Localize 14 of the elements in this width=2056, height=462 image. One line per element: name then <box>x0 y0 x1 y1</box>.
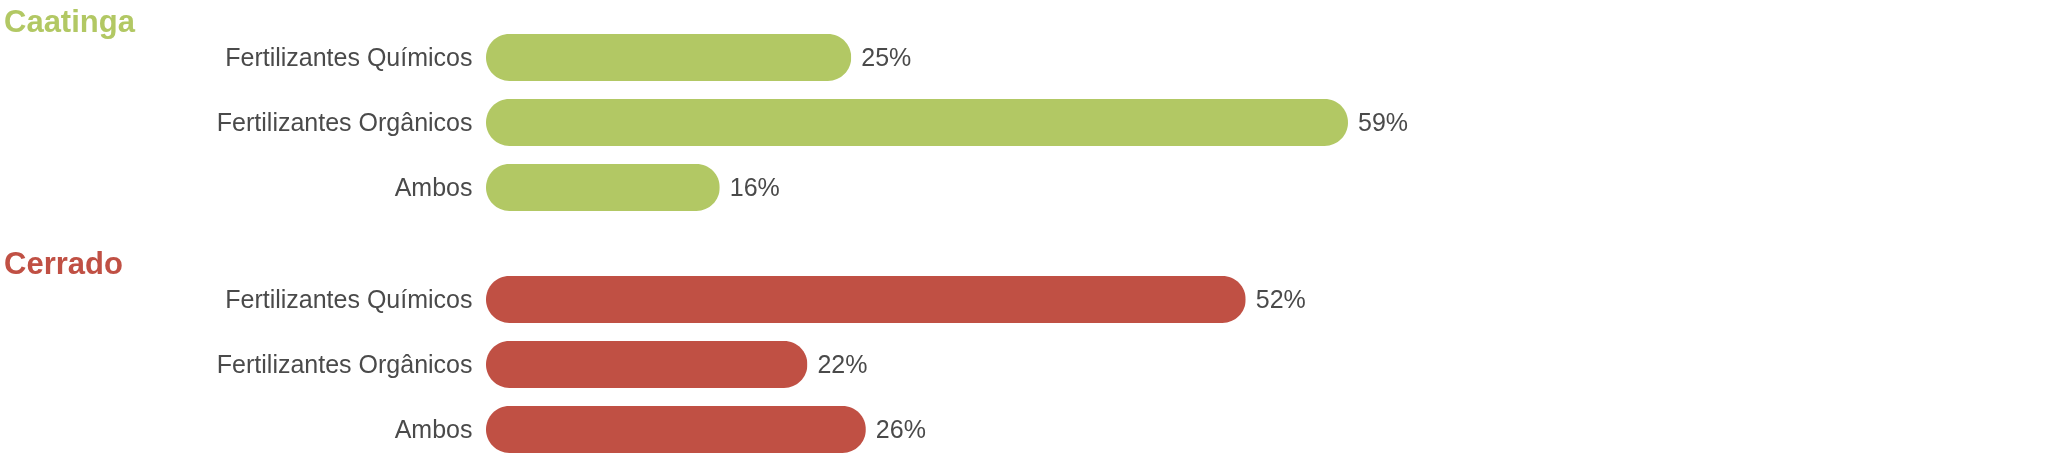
y-tick-label: Fertilizantes Orgânicos <box>216 349 473 378</box>
y-tick-label: Fertilizantes Químicos <box>225 284 473 313</box>
data-label: 25% <box>861 42 912 71</box>
text: Cerrado <box>4 245 123 281</box>
text: Caatinga <box>4 3 136 39</box>
data-label: 26% <box>875 414 926 443</box>
y-tick-label: Fertilizantes Químicos <box>225 42 473 71</box>
y-tick-label: Fertilizantes Orgânicos <box>216 107 473 136</box>
data-label: 22% <box>817 349 868 378</box>
y-tick-label: Ambos <box>394 414 473 443</box>
data-label: 16% <box>729 172 780 201</box>
data-label: 52% <box>1255 284 1306 313</box>
data-label: 59% <box>1358 107 1409 136</box>
y-tick-label: Ambos <box>394 172 473 201</box>
